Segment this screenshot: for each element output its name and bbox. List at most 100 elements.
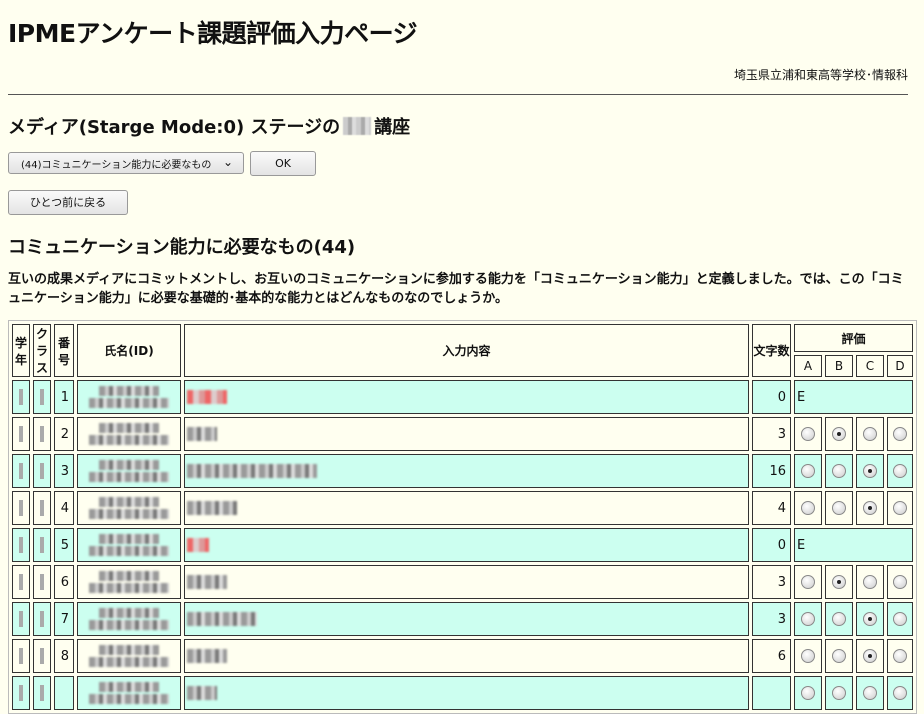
header-chars: 文字数 — [752, 324, 791, 377]
radio-d[interactable] — [893, 612, 907, 626]
radio-a[interactable] — [801, 501, 815, 515]
redacted-name — [99, 534, 159, 544]
header-content: 入力内容 — [184, 324, 749, 377]
chars-cell: 6 — [752, 639, 791, 673]
radio-a[interactable] — [801, 575, 815, 589]
radio-d[interactable] — [893, 501, 907, 515]
radio-c[interactable] — [863, 501, 877, 515]
radio-a[interactable] — [801, 612, 815, 626]
content-cell — [184, 417, 749, 451]
redacted-content — [187, 686, 217, 700]
radio-b[interactable] — [832, 612, 846, 626]
class-cell — [33, 417, 51, 451]
chars-cell: 4 — [752, 491, 791, 525]
grade-cell — [12, 602, 30, 636]
radio-b[interactable] — [832, 464, 846, 478]
redacted-name — [99, 682, 159, 692]
radio-c[interactable] — [863, 649, 877, 663]
name-cell — [77, 639, 181, 673]
content-cell — [184, 528, 749, 562]
back-button[interactable]: ひとつ前に戻る — [8, 190, 128, 215]
chars-cell — [752, 676, 791, 710]
eval-cell-b — [825, 676, 853, 710]
chars-cell: 3 — [752, 565, 791, 599]
redacted-name — [99, 386, 159, 396]
redacted-id — [89, 435, 169, 445]
radio-c[interactable] — [863, 464, 877, 478]
redacted-id — [89, 657, 169, 667]
chars-cell: 3 — [752, 417, 791, 451]
radio-c[interactable] — [863, 686, 877, 700]
redacted-class — [40, 389, 44, 405]
redacted-name — [99, 423, 159, 433]
grade-cell — [12, 676, 30, 710]
number-cell: 7 — [54, 602, 74, 636]
table-row: 3 16 — [12, 454, 913, 488]
evaluation-table: 学年 クラス 番号 氏名(ID) 入力内容 文字数 評価 A B C D 1 0… — [8, 320, 917, 714]
grade-cell — [12, 380, 30, 414]
radio-c[interactable] — [863, 612, 877, 626]
eval-cell: E — [794, 528, 913, 562]
number-cell: 5 — [54, 528, 74, 562]
radio-d[interactable] — [893, 649, 907, 663]
redacted-class — [40, 574, 44, 590]
radio-b[interactable] — [832, 501, 846, 515]
topic-select-value: (44)コミュニケーション能力に必要なもの — [21, 160, 212, 171]
table-row: 7 3 — [12, 602, 913, 636]
radio-b[interactable] — [832, 575, 846, 589]
radio-d[interactable] — [893, 575, 907, 589]
table-row: 6 3 — [12, 565, 913, 599]
content-cell — [184, 491, 749, 525]
redacted-grade — [19, 648, 23, 664]
divider — [8, 94, 908, 95]
header-name: 氏名(ID) — [77, 324, 181, 377]
number-cell: 4 — [54, 491, 74, 525]
content-cell — [184, 602, 749, 636]
eval-cell-a — [794, 639, 822, 673]
eval-cell-c — [856, 676, 884, 710]
header-grade-b: B — [825, 355, 853, 377]
eval-cell-a — [794, 491, 822, 525]
number-cell: 3 — [54, 454, 74, 488]
ok-button[interactable]: OK — [250, 151, 316, 176]
grade-cell — [12, 528, 30, 562]
radio-d[interactable] — [893, 686, 907, 700]
redacted-grade — [19, 426, 23, 442]
redacted-name — [99, 460, 159, 470]
header-grade: 学年 — [12, 324, 30, 377]
radio-d[interactable] — [893, 464, 907, 478]
header-grade-a: A — [794, 355, 822, 377]
class-cell — [33, 565, 51, 599]
class-cell — [33, 528, 51, 562]
radio-b[interactable] — [832, 649, 846, 663]
grade-cell — [12, 565, 30, 599]
eval-cell-b — [825, 639, 853, 673]
redacted-content — [187, 427, 217, 441]
topic-select[interactable]: (44)コミュニケーション能力に必要なもの ⌄ — [8, 152, 244, 174]
radio-a[interactable] — [801, 686, 815, 700]
eval-cell-d — [887, 491, 913, 525]
redacted-class — [40, 500, 44, 516]
radio-b[interactable] — [832, 686, 846, 700]
header-grade-c: C — [856, 355, 884, 377]
eval-cell-d — [887, 417, 913, 451]
radio-c[interactable] — [863, 575, 877, 589]
eval-cell: E — [794, 380, 913, 414]
radio-a[interactable] — [801, 427, 815, 441]
header-grade-d: D — [887, 355, 913, 377]
redacted-id — [89, 398, 169, 408]
eval-cell-c — [856, 491, 884, 525]
content-cell — [184, 639, 749, 673]
radio-a[interactable] — [801, 649, 815, 663]
redacted-class — [40, 537, 44, 553]
redacted-class — [40, 648, 44, 664]
redacted-id — [89, 620, 169, 630]
eval-cell-d — [887, 676, 913, 710]
radio-c[interactable] — [863, 427, 877, 441]
eval-cell-a — [794, 676, 822, 710]
radio-d[interactable] — [893, 427, 907, 441]
radio-b[interactable] — [832, 427, 846, 441]
radio-a[interactable] — [801, 464, 815, 478]
name-cell — [77, 417, 181, 451]
